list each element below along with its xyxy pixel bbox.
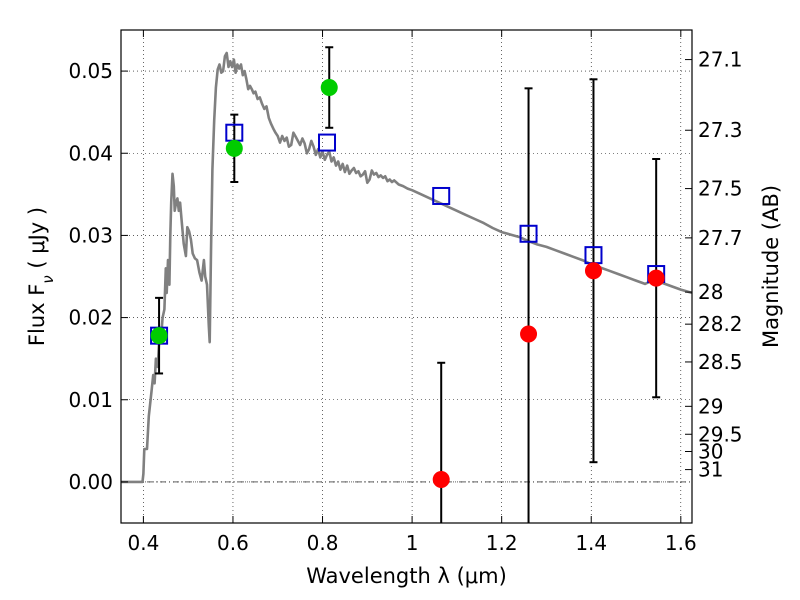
plot-frame (120, 29, 693, 524)
y-axis-label-subscript: ν (39, 275, 57, 283)
y2-tick-label: 27.1 (698, 48, 743, 72)
observed-flux-point (584, 262, 602, 280)
grid-lines (121, 30, 692, 523)
model-photometry-square (432, 186, 451, 205)
y-axis-label-unit: ( μJy ) (25, 207, 49, 275)
y2-tick-label: 27.5 (698, 177, 743, 201)
y2-tick-label: 28 (698, 280, 723, 304)
observed-flux-point (520, 325, 538, 343)
y-axis-label: Flux Fν ( μJy ) (25, 207, 57, 346)
x-tick-label: 0.4 (127, 531, 159, 555)
axis-ticks: 0.4 0.6 0.8 1 1.2 1.4 1.6 0.00 0.01 0.02 0.03 0.04 0… (68, 30, 743, 555)
y-tick-label: 0.05 (68, 59, 113, 83)
y2-tick-label: 28.5 (698, 350, 743, 374)
y-tick-label: 0.01 (68, 388, 113, 412)
model-photometry-square (318, 133, 337, 152)
model-photometry-square (519, 224, 538, 243)
y2-tick-label: 29 (698, 394, 723, 418)
model-spectrum-line (121, 51, 693, 484)
y-tick-label: 0.04 (68, 141, 113, 165)
x-tick-label: 1.2 (486, 531, 518, 555)
x-axis-label: Wavelength λ (μm) (306, 564, 507, 588)
x-tick-label: 1.4 (575, 531, 607, 555)
y-tick-label: 0.00 (68, 470, 113, 494)
series-layer (121, 46, 693, 523)
y-tick-label: 0.03 (68, 223, 113, 247)
observed-flux-point (647, 269, 665, 287)
observed-flux-point (150, 327, 168, 345)
y2-tick-label: 31 (698, 458, 723, 482)
y2-tick-label: 27.7 (698, 226, 743, 250)
observed-flux-point (225, 139, 243, 157)
x-tick-label: 0.6 (217, 531, 249, 555)
observed-flux-point (432, 470, 450, 488)
x-tick-label: 0.8 (307, 531, 339, 555)
y2-tick-label: 27.3 (698, 118, 743, 142)
y2-tick-label: 29.5 (698, 422, 743, 446)
y-tick-label: 0.02 (68, 306, 113, 330)
y2-axis-label: Magnitude (AB) (759, 185, 783, 348)
y2-tick-label: 28.2 (698, 312, 743, 336)
y-axis-label-main: Flux F (25, 284, 49, 346)
x-tick-label: 1 (406, 531, 419, 555)
x-tick-label: 1.6 (665, 531, 697, 555)
y2-tick-label: 30 (698, 440, 723, 464)
observed-flux-point (320, 79, 338, 97)
